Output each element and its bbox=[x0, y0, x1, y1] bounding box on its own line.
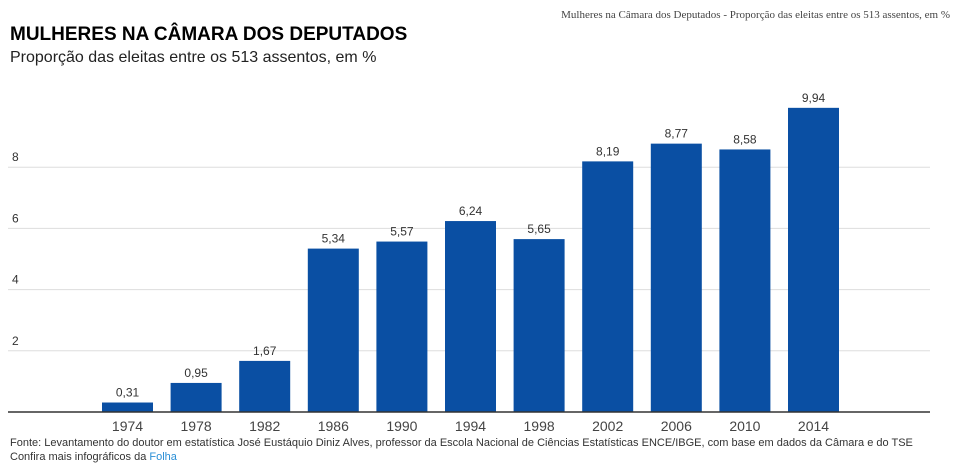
bar-1974 bbox=[102, 402, 153, 412]
x-tick-label: 2002 bbox=[592, 418, 623, 434]
data-label: 0,31 bbox=[116, 386, 140, 400]
x-tick-label: 1986 bbox=[318, 418, 349, 434]
x-tick-label: 1978 bbox=[181, 418, 212, 434]
source-note: Fonte: Levantamento do doutor em estatís… bbox=[10, 437, 913, 449]
data-label: 0,95 bbox=[184, 366, 208, 380]
x-tick-label: 1974 bbox=[112, 418, 143, 434]
x-tick-label: 2006 bbox=[661, 418, 692, 434]
y-tick-label: 6 bbox=[12, 211, 19, 225]
data-label: 5,34 bbox=[322, 232, 346, 246]
bar-2014 bbox=[788, 107, 839, 412]
folha-link[interactable]: Folha bbox=[149, 451, 177, 463]
bar-2002 bbox=[582, 161, 634, 412]
data-label: 6,24 bbox=[459, 204, 483, 218]
y-tick-label: 2 bbox=[12, 334, 19, 348]
y-tick-label: 4 bbox=[12, 273, 19, 287]
x-tick-label: 1994 bbox=[455, 418, 486, 434]
data-label: 5,57 bbox=[390, 225, 414, 239]
data-label: 5,65 bbox=[527, 222, 551, 236]
bar-1986 bbox=[307, 248, 359, 412]
bar-1982 bbox=[239, 360, 291, 412]
bar-2006 bbox=[650, 143, 702, 412]
bar-1994 bbox=[445, 221, 496, 412]
y-tick-label: 8 bbox=[12, 150, 19, 164]
x-tick-label: 1982 bbox=[249, 418, 280, 434]
data-label: 9,94 bbox=[802, 91, 826, 105]
bar-2010 bbox=[719, 149, 771, 412]
data-label: 8,58 bbox=[733, 132, 757, 146]
chart-subtitle: Proporção das eleitas entre os 513 assen… bbox=[10, 49, 377, 66]
x-tick-label: 2010 bbox=[729, 418, 760, 434]
x-tick-label: 1998 bbox=[524, 418, 555, 434]
data-label: 8,19 bbox=[596, 144, 620, 158]
bar-1998 bbox=[513, 239, 565, 412]
x-tick-label: 2014 bbox=[798, 418, 829, 434]
data-label: 1,67 bbox=[253, 344, 277, 358]
x-tick-label: 1990 bbox=[386, 418, 417, 434]
top-note: Mulheres na Câmara dos Deputados - Propo… bbox=[561, 9, 950, 21]
more-prefix: Confira mais infográficos da bbox=[10, 451, 150, 463]
bar-1978 bbox=[170, 382, 222, 412]
more-infographics: Confira mais infográficos da Folha bbox=[10, 451, 177, 463]
chart-title: MULHERES NA CÂMARA DOS DEPUTADOS bbox=[10, 24, 408, 45]
data-label: 8,77 bbox=[665, 127, 689, 141]
bar-1990 bbox=[376, 241, 428, 412]
